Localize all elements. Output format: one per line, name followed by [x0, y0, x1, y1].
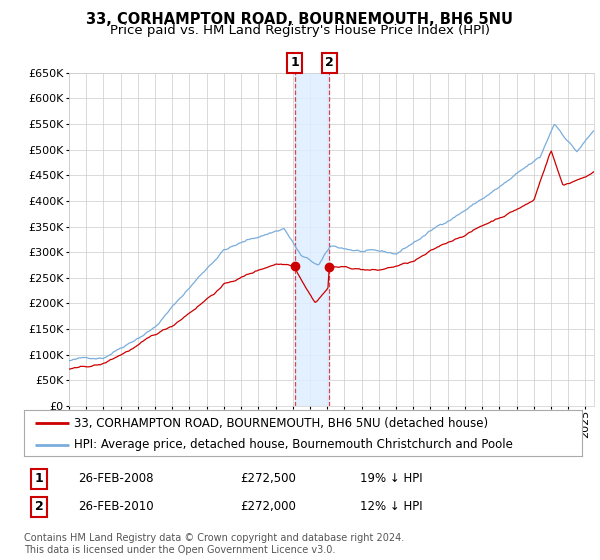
Text: 33, CORHAMPTON ROAD, BOURNEMOUTH, BH6 5NU: 33, CORHAMPTON ROAD, BOURNEMOUTH, BH6 5N… [86, 12, 514, 27]
Text: 19% ↓ HPI: 19% ↓ HPI [360, 472, 422, 486]
Text: 26-FEB-2010: 26-FEB-2010 [78, 500, 154, 514]
Text: HPI: Average price, detached house, Bournemouth Christchurch and Poole: HPI: Average price, detached house, Bour… [74, 438, 513, 451]
Text: Price paid vs. HM Land Registry's House Price Index (HPI): Price paid vs. HM Land Registry's House … [110, 24, 490, 37]
Text: 2: 2 [35, 500, 43, 514]
Text: £272,500: £272,500 [240, 472, 296, 486]
Text: 1: 1 [290, 57, 299, 69]
Bar [295, 73, 329, 406]
Text: 1: 1 [35, 472, 43, 486]
Text: 2: 2 [325, 57, 334, 69]
Text: 33, CORHAMPTON ROAD, BOURNEMOUTH, BH6 5NU (detached house): 33, CORHAMPTON ROAD, BOURNEMOUTH, BH6 5N… [74, 417, 488, 430]
Text: Contains HM Land Registry data © Crown copyright and database right 2024.
This d: Contains HM Land Registry data © Crown c… [24, 533, 404, 555]
Text: 26-FEB-2008: 26-FEB-2008 [78, 472, 154, 486]
Text: £272,000: £272,000 [240, 500, 296, 514]
Text: 12% ↓ HPI: 12% ↓ HPI [360, 500, 422, 514]
